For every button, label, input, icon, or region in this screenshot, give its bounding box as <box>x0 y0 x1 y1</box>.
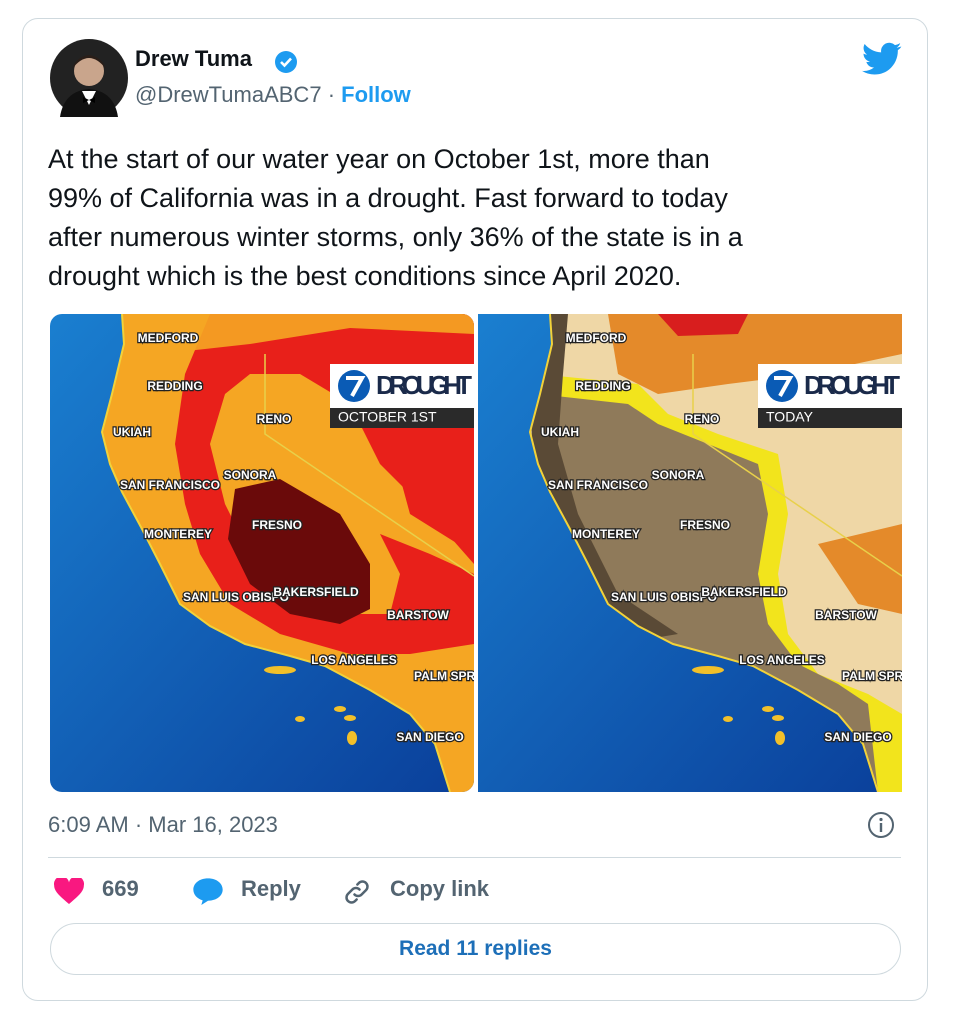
island <box>334 706 346 712</box>
island <box>772 715 784 721</box>
state-border <box>264 354 474 577</box>
handle-row: @DrewTumaABC7 · Follow <box>135 82 411 108</box>
tweet-line: drought which is the best conditions sin… <box>48 261 682 291</box>
island <box>344 715 356 721</box>
badge-title: DROUGHT <box>376 370 472 400</box>
state-border <box>692 354 902 577</box>
like-count[interactable]: 669 <box>102 876 139 901</box>
island <box>723 716 733 722</box>
island <box>775 731 785 745</box>
verified-badge <box>275 51 297 73</box>
city-label: BARSTOW <box>387 608 449 622</box>
city-label: SAN LUIS OBISPO <box>611 590 717 604</box>
city-label: FRESNO <box>680 518 730 532</box>
coastline <box>100 314 451 792</box>
island <box>347 731 357 745</box>
city-label: LOS ANGELES <box>739 653 825 667</box>
island <box>762 706 774 712</box>
city-label: MONTEREY <box>144 527 212 541</box>
city-label: BARSTOW <box>815 608 877 622</box>
tweet-line: after numerous winter storms, only 36% o… <box>48 222 743 252</box>
like-icon[interactable] <box>54 878 84 904</box>
station-logo-mark <box>346 376 366 397</box>
author-handle[interactable]: @DrewTumaABC7 <box>135 82 322 107</box>
tweet-card <box>22 18 928 1001</box>
read-replies-button[interactable]: Read 11 replies <box>50 923 901 975</box>
island <box>264 666 296 674</box>
city-label: LOS ANGELES <box>311 653 397 667</box>
coastline <box>528 314 879 792</box>
copy-link-button[interactable]: Copy link <box>390 876 490 901</box>
station-logo <box>338 370 370 402</box>
divider <box>48 857 901 858</box>
city-label: REDDING <box>147 379 202 393</box>
city-label: MEDFORD <box>138 331 199 345</box>
info-icon[interactable] <box>867 811 895 839</box>
tweet-line: 99% of California was in a drought. Fast… <box>48 183 728 213</box>
city-label: MONTEREY <box>572 527 640 541</box>
drought-core <box>228 479 370 624</box>
drought-band <box>818 524 902 614</box>
twitter-logo[interactable] <box>862 42 902 76</box>
city-label: SAN FRANCISCO <box>548 478 648 492</box>
drought-core <box>658 314 748 336</box>
island <box>295 716 305 722</box>
city-label: SAN LUIS OBISPO <box>183 590 289 604</box>
city-label: MEDFORD <box>566 331 627 345</box>
drought-band <box>110 314 474 354</box>
tweet-line: At the start of our water year on Octobe… <box>48 144 710 174</box>
city-label: SONORA <box>224 468 277 482</box>
station-logo-mark <box>774 376 794 397</box>
badge-subtitle: TODAY <box>766 409 814 425</box>
city-label: SAN FRANCISCO <box>120 478 220 492</box>
badge-bar <box>330 408 474 428</box>
city-label: SAN DIEGO <box>396 730 463 744</box>
avatar[interactable] <box>50 39 128 117</box>
drought-map: MEDFORD REDDING RENO UKIAH SAN FRANCISCO SONO… <box>50 314 474 792</box>
city-label: REDDING <box>575 379 630 393</box>
city-label: UKIAH <box>113 425 151 439</box>
drought-map: MEDFORD REDDING RENO UKIAH SAN FRANCISCO SONO… <box>478 314 902 792</box>
city-label: BAKERSFIELD <box>273 585 359 599</box>
island <box>692 666 724 674</box>
reply-icon[interactable] <box>192 877 224 905</box>
follow-link[interactable]: Follow <box>341 82 411 107</box>
station-logo <box>766 370 798 402</box>
author-name[interactable]: Drew Tuma <box>135 46 252 71</box>
badge-subtitle: OCTOBER 1ST <box>338 409 437 425</box>
city-label: BAKERSFIELD <box>701 585 787 599</box>
badge-bar <box>758 408 902 428</box>
separator: · <box>327 82 336 107</box>
city-label: RENO <box>257 412 292 426</box>
city-label: FRESNO <box>252 518 302 532</box>
city-label: RENO <box>685 412 720 426</box>
city-label: SAN DIEGO <box>824 730 891 744</box>
link-icon[interactable] <box>342 877 372 907</box>
badge-title: DROUGHT <box>804 370 900 400</box>
city-label: SONORA <box>652 468 705 482</box>
city-label: PALM SPRI <box>842 669 902 683</box>
timestamp[interactable]: 6:09 AM · Mar 16, 2023 <box>48 812 278 837</box>
tweet-text: At the start of our water year on Octobe… <box>48 140 743 296</box>
reply-button[interactable]: Reply <box>241 876 301 901</box>
city-label: UKIAH <box>541 425 579 439</box>
city-label: PALM SPRI <box>414 669 474 683</box>
